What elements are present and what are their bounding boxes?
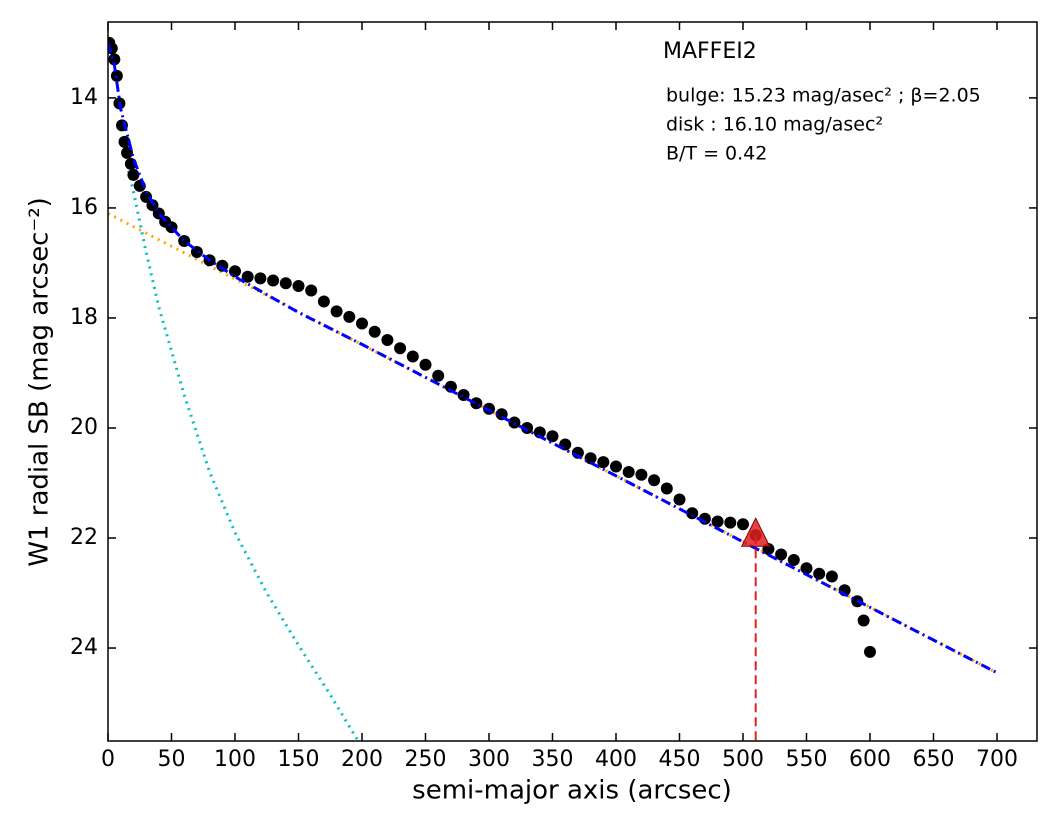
data-point	[813, 567, 826, 580]
data-point	[254, 272, 267, 285]
x-tick-label: 150	[277, 747, 319, 772]
x-tick-label: 450	[658, 747, 700, 772]
data-point	[394, 342, 407, 355]
marker	[740, 517, 771, 547]
data-point	[432, 369, 445, 382]
annotation: MAFFEI2	[663, 39, 757, 64]
annotation: B/T = 0.42	[666, 143, 767, 165]
y-tick-label: 18	[70, 305, 98, 330]
x-tick-label: 350	[531, 747, 573, 772]
fit-line	[108, 212, 998, 675]
data-point	[118, 135, 131, 148]
data-point	[686, 507, 699, 520]
x-tick-label: 400	[595, 747, 637, 772]
x-tick-label: 0	[101, 747, 115, 772]
x-tick-label: 700	[976, 747, 1018, 772]
data-point	[825, 570, 838, 583]
data-point	[444, 380, 457, 393]
y-tick-label: 16	[70, 195, 98, 220]
x-tick-label: 100	[214, 747, 256, 772]
y-axis-label: W1 radial SB (mag arcsec⁻²)	[25, 197, 55, 567]
data-point	[343, 310, 356, 323]
data-point	[660, 482, 673, 495]
x-tick-label: 250	[404, 747, 446, 772]
data-point	[775, 548, 788, 561]
data-point	[241, 270, 254, 283]
data-point	[355, 317, 368, 330]
annotation: disk : 16.10 mag/asec²	[666, 114, 883, 136]
x-tick-label: 600	[849, 747, 891, 772]
data-point	[857, 614, 870, 627]
plot-area	[108, 36, 998, 741]
data-point	[108, 53, 121, 66]
data-point	[800, 562, 813, 575]
plot-frame	[107, 21, 1038, 742]
fit-line	[108, 42, 998, 675]
data-point	[267, 274, 280, 287]
x-tick-label: 50	[157, 747, 185, 772]
y-tick-label: 20	[70, 415, 98, 440]
data-point	[521, 421, 534, 434]
data-point	[635, 468, 648, 481]
y-tick-label: 22	[70, 525, 98, 550]
y-tick-label: 24	[70, 635, 98, 660]
data-point	[673, 493, 686, 506]
data-point	[140, 190, 153, 203]
data-point	[330, 305, 343, 318]
x-tick-label: 550	[785, 747, 827, 772]
y-tick-label: 14	[70, 85, 98, 110]
data-point	[584, 452, 597, 465]
data-point	[863, 645, 876, 658]
annotation: bulge: 15.23 mag/asec² ; β=2.05	[666, 85, 981, 107]
data-point	[368, 325, 381, 338]
data-point	[546, 430, 559, 443]
data-point	[406, 350, 419, 363]
data-point	[305, 284, 318, 297]
data-point	[609, 460, 622, 473]
data-point	[787, 554, 800, 567]
x-axis-label: semi-major axis (arcsec)	[412, 776, 732, 806]
data-point	[711, 515, 724, 528]
data-point	[381, 333, 394, 346]
data-point	[724, 516, 737, 529]
data-point	[736, 518, 749, 531]
data-point	[292, 280, 305, 293]
x-tick-label: 300	[468, 747, 510, 772]
data-point	[622, 465, 635, 478]
fit-line	[125, 163, 360, 741]
data-point	[317, 295, 330, 308]
data-point	[419, 358, 432, 371]
x-tick-label: 650	[912, 747, 954, 772]
x-tick-label: 500	[722, 747, 764, 772]
x-tick-label: 200	[341, 747, 383, 772]
data-point	[533, 426, 546, 439]
data-point	[597, 456, 610, 469]
data-point	[648, 474, 661, 487]
data-point	[279, 277, 292, 290]
data-point	[127, 168, 140, 181]
